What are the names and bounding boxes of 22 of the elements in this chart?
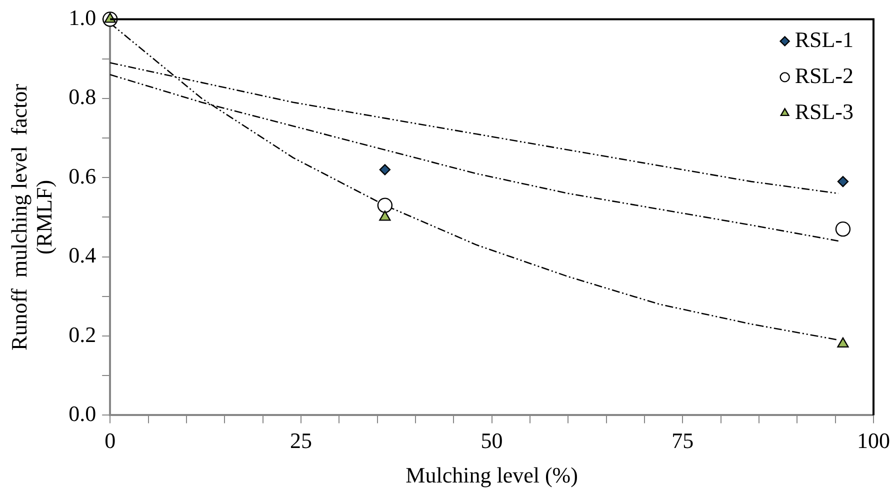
y-axis-title: Runoff mulching level factor (RMLF) [6,83,57,350]
y-tick-label: 0.4 [68,242,96,268]
point [835,221,851,237]
y-tick-label: 1.0 [68,4,96,30]
point [837,176,849,188]
y-tick-label: 0.8 [68,84,96,110]
x-tick-label: 25 [290,428,312,454]
y-tick-label: 0.6 [68,163,96,188]
legend-label: RSL-2 [794,62,854,88]
point [379,164,391,176]
y-tick-label: 0.2 [68,322,96,347]
point [377,198,393,213]
x-tick-label: 75 [672,428,694,454]
x-tick-label: 0 [104,428,116,454]
point [837,337,849,348]
legend-label: RSL-3 [794,98,854,124]
x-tick-label: 100 [857,428,890,454]
x-tick-label: 50 [480,428,503,454]
x-axis-title: Mulching level (%) [406,462,578,488]
point [379,210,391,221]
legend-label: RSL-1 [794,26,854,52]
y-tick-label: 0.0 [68,400,96,426]
